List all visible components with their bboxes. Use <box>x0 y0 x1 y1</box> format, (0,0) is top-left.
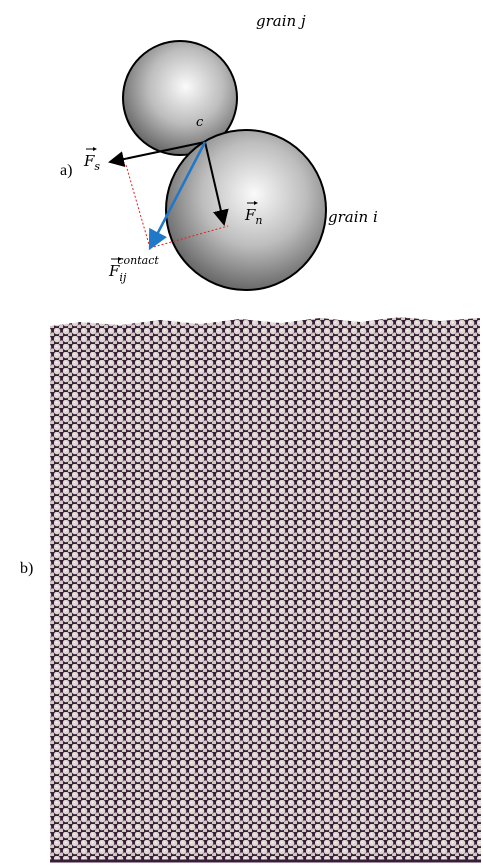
panel-a-label: a) <box>60 162 72 179</box>
subscript: n <box>255 214 262 227</box>
subscript: s <box>94 160 100 173</box>
grain-i-label: grain i <box>328 208 378 226</box>
grain-j-label: grain j <box>256 12 306 30</box>
figure: grain j grain i c a) Fs Fn Fij contact b) <box>0 0 483 865</box>
guide-line <box>126 165 150 248</box>
panel-b-label: b) <box>20 560 33 577</box>
superscript: contact <box>117 254 159 267</box>
symbol: F <box>244 206 256 224</box>
granular-packing <box>50 317 481 861</box>
contact-point-label: c <box>196 115 204 130</box>
subscript: ij <box>119 271 127 284</box>
symbol: F <box>83 152 95 170</box>
force-s-label: Fs <box>83 152 100 173</box>
page: grain j grain i c a) Fs Fn Fij contact b)… <box>0 0 483 865</box>
